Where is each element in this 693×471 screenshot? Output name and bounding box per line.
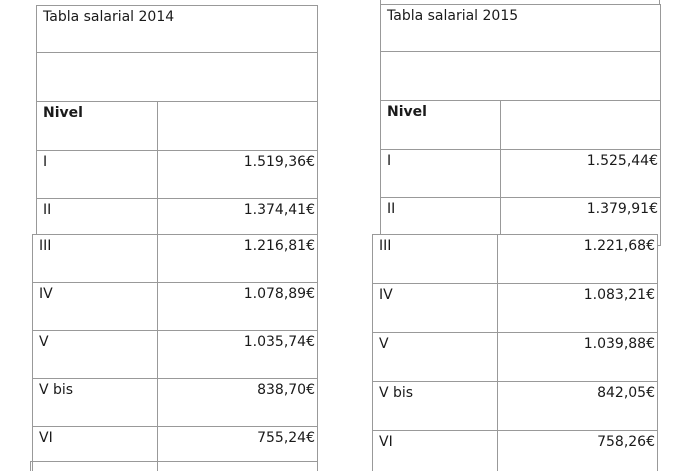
table-row: Nivel bbox=[380, 100, 661, 150]
table-row: V 1.035,74€ bbox=[32, 330, 318, 379]
salary-table-2015-upper: Tabla salarial 2015 Nivel I 1.525,44€ II… bbox=[380, 4, 661, 246]
level-cell: III bbox=[32, 234, 158, 283]
amount-cell: 838,70€ bbox=[157, 378, 318, 427]
blank-header-cell bbox=[500, 100, 661, 150]
amount-cell: 1.039,88€ bbox=[497, 332, 658, 382]
blank-cell bbox=[380, 51, 661, 101]
blank-header-cell bbox=[157, 101, 318, 151]
salary-table-2015-lower: III 1.221,68€ IV 1.083,21€ V 1.039,88€ V… bbox=[372, 234, 658, 471]
table-row: V 1.039,88€ bbox=[372, 332, 658, 382]
amount-cell: 1.083,21€ bbox=[497, 283, 658, 333]
table-row: Nivel bbox=[36, 101, 318, 151]
nivel-header-cell: Nivel bbox=[36, 101, 158, 151]
table-row: Tabla salarial 2015 bbox=[380, 4, 661, 52]
amount-cell: 1.221,68€ bbox=[497, 234, 658, 284]
table-row bbox=[36, 52, 318, 102]
level-cell: V bis bbox=[372, 381, 498, 431]
table-row: I 1.519,36€ bbox=[36, 150, 318, 199]
amount-cell: 758,26€ bbox=[497, 430, 658, 471]
amount-cell: 842,05€ bbox=[497, 381, 658, 431]
table-row: I 1.525,44€ bbox=[380, 149, 661, 198]
level-cell: I bbox=[36, 150, 158, 199]
table-row bbox=[380, 51, 661, 101]
amount-cell: 1.216,81€ bbox=[157, 234, 318, 283]
amount-cell: 1.525,44€ bbox=[500, 149, 661, 198]
table-title-2014: Tabla salarial 2014 bbox=[36, 5, 318, 53]
table-row: V bis 838,70€ bbox=[32, 378, 318, 427]
salary-table-2014-lower: III 1.216,81€ IV 1.078,89€ V 1.035,74€ V… bbox=[32, 234, 318, 471]
table-row: III 1.221,68€ bbox=[372, 234, 658, 284]
level-cell: V bbox=[372, 332, 498, 382]
amount-cell: 755,24€ bbox=[157, 426, 318, 471]
level-cell: IV bbox=[32, 282, 158, 331]
level-cell: I bbox=[380, 149, 501, 198]
table-edge-sliver-top-right bbox=[380, 0, 660, 4]
level-cell: IV bbox=[372, 283, 498, 333]
table-row: V bis 842,05€ bbox=[372, 381, 658, 431]
table-title-2015: Tabla salarial 2015 bbox=[380, 4, 661, 52]
table-row: Tabla salarial 2014 bbox=[36, 5, 318, 53]
blank-cell bbox=[36, 52, 318, 102]
salary-table-2014-upper: Tabla salarial 2014 Nivel I 1.519,36€ II… bbox=[36, 5, 318, 247]
table-row: IV 1.078,89€ bbox=[32, 282, 318, 331]
table-row: IV 1.083,21€ bbox=[372, 283, 658, 333]
level-cell: V bis bbox=[32, 378, 158, 427]
level-cell: III bbox=[372, 234, 498, 284]
nivel-header-cell: Nivel bbox=[380, 100, 501, 150]
level-cell: VI bbox=[32, 426, 158, 471]
amount-cell: 1.035,74€ bbox=[157, 330, 318, 379]
table-edge-sliver-bottom-left bbox=[30, 461, 318, 471]
level-cell: VI bbox=[372, 430, 498, 471]
level-cell: V bbox=[32, 330, 158, 379]
table-row: VI 755,24€ bbox=[32, 426, 318, 471]
amount-cell: 1.078,89€ bbox=[157, 282, 318, 331]
table-row: VI 758,26€ bbox=[372, 430, 658, 471]
amount-cell: 1.519,36€ bbox=[157, 150, 318, 199]
table-row: III 1.216,81€ bbox=[32, 234, 318, 283]
